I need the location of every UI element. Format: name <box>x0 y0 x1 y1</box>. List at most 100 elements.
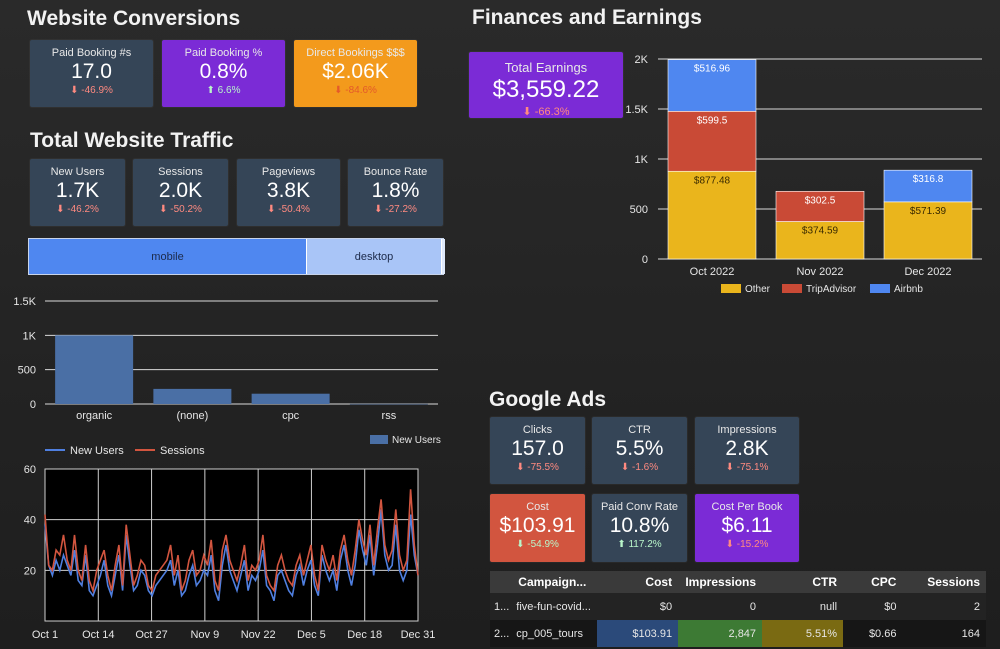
table-row[interactable]: 1... five-fun-covid... $0 0 null $0 2 <box>490 593 986 620</box>
earnings-legend-label: TripAdvisor <box>806 284 857 295</box>
daily-x-tick-label: Dec 5 <box>297 629 326 641</box>
ctr-card[interactable]: CTR 5.5% ⬇ -1.6% <box>592 417 687 484</box>
channel-y-tick-label: 0 <box>30 399 36 411</box>
daily-x-tick-label: Oct 14 <box>82 629 114 641</box>
card-value: 2.0K <box>158 179 203 202</box>
total-earnings-card[interactable]: Total Earnings $3,559.22 ⬇ -66.3% <box>469 52 623 118</box>
card-label: Clicks <box>522 424 553 436</box>
bounce-rate-card[interactable]: Bounce Rate 1.8% ⬇ -27.2% <box>348 159 443 226</box>
device-mobile-label: mobile <box>151 250 184 263</box>
daily-x-tick-label: Dec 31 <box>401 629 436 641</box>
earnings-data-label: $571.39 <box>910 206 947 217</box>
card-label: CTR <box>628 424 651 436</box>
row-index: 2... <box>490 620 513 647</box>
sessions-card[interactable]: Sessions 2.0K ⬇ -50.2% <box>133 159 228 226</box>
card-label: Impressions <box>717 424 777 436</box>
row-cpc: $0.66 <box>843 620 903 647</box>
direct-bookings-card[interactable]: Direct Bookings $$$ $2.06K ⬇ -84.6% <box>294 40 417 107</box>
table-header-impressions[interactable]: Impressions <box>678 571 763 593</box>
card-value: 0.8% <box>199 60 248 83</box>
table-header-cost[interactable]: Cost <box>596 571 679 593</box>
daily-y-tick-label: 60 <box>24 464 36 476</box>
daily-legend-label: Sessions <box>160 445 205 457</box>
earnings-y-tick-label: 1K <box>635 154 649 166</box>
table-header-ctr[interactable]: CTR <box>762 571 844 593</box>
row-cost: $0 <box>596 593 679 620</box>
earnings-data-label: $316.8 <box>913 174 944 185</box>
clicks-card[interactable]: Clicks 157.0 ⬇ -75.5% <box>490 417 585 484</box>
pageviews-card[interactable]: Pageviews 3.8K ⬇ -50.4% <box>237 159 340 226</box>
channel-bar <box>349 403 428 405</box>
device-desktop-segment[interactable]: desktop <box>307 239 441 274</box>
earnings-bar-segment-airbnb <box>667 59 757 112</box>
impressions-card[interactable]: Impressions 2.8K ⬇ -75.1% <box>695 417 799 484</box>
card-value: 10.8% <box>609 514 670 537</box>
row-sessions: 2 <box>902 593 986 620</box>
device-other-segment[interactable] <box>442 239 445 274</box>
row-impressions: 2,847 <box>678 620 763 647</box>
earnings-y-tick-label: 1.5K <box>625 104 648 116</box>
card-label: Sessions <box>158 166 203 178</box>
paid-conv-rate-card[interactable]: Paid Conv Rate 10.8% ⬆ 117.2% <box>592 494 687 562</box>
card-value: $3,559.22 <box>492 76 600 103</box>
row-cost: $103.91 <box>596 620 679 647</box>
row-ctr: 5.51% <box>762 620 844 647</box>
cost-card[interactable]: Cost $103.91 ⬇ -54.9% <box>490 494 585 562</box>
earnings-data-label: $599.5 <box>697 115 728 126</box>
channel-legend-swatch <box>370 435 388 444</box>
earnings-x-tick-label: Oct 2022 <box>690 266 735 278</box>
new-users-card[interactable]: New Users 1.7K ⬇ -46.2% <box>30 159 125 226</box>
channel-x-tick-label: cpc <box>282 410 300 422</box>
channel-bar <box>251 393 330 404</box>
channel-x-tick-label: organic <box>76 410 113 422</box>
device-mobile-segment[interactable]: mobile <box>29 239 306 274</box>
channel-y-tick-label: 1K <box>23 330 37 342</box>
table-row[interactable]: 2... cp_005_tours $103.91 2,847 5.51% $0… <box>490 620 986 647</box>
channel-bar <box>153 388 232 404</box>
card-value: 1.8% <box>371 179 420 202</box>
channel-legend-label: New Users <box>392 435 441 446</box>
card-value: $2.06K <box>322 60 389 83</box>
daily-x-tick-label: Nov 22 <box>241 629 276 641</box>
card-value: $6.11 <box>721 514 773 537</box>
card-label: Paid Booking #s <box>51 47 132 59</box>
earnings-x-tick-label: Dec 2022 <box>904 266 951 278</box>
paid-booking-count-card[interactable]: Paid Booking #s 17.0 ⬇ -46.9% <box>30 40 153 107</box>
daily-line-sessions <box>44 489 419 594</box>
campaign-table: Campaign... Cost Impressions CTR CPC Ses… <box>490 571 986 647</box>
table-header-sessions[interactable]: Sessions <box>902 571 986 593</box>
card-label: Cost <box>526 501 549 513</box>
channel-bar-chart: 0 500 1K 1.5K organic (none) cpc rss New Users <box>13 296 441 446</box>
card-delta: ⬇ -46.9% <box>70 85 113 96</box>
table-header-cpc[interactable]: CPC <box>843 571 903 593</box>
card-delta: ⬇ -54.9% <box>516 539 559 550</box>
card-delta: ⬇ -66.3% <box>522 106 570 118</box>
card-delta: ⬆ 6.6% <box>206 85 241 96</box>
daily-x-tick-label: Nov 9 <box>190 629 219 641</box>
card-value: $103.91 <box>499 514 576 537</box>
card-delta: ⬇ -46.2% <box>56 204 99 215</box>
earnings-data-label: $516.96 <box>694 64 731 75</box>
table-header-campaign[interactable]: Campaign... <box>512 571 597 593</box>
earnings-legend-swatch-tripadvisor <box>782 284 802 293</box>
row-index: 1... <box>490 593 513 620</box>
earnings-bar-segment-tripadvisor <box>775 190 865 222</box>
row-ctr: null <box>762 593 844 620</box>
card-delta: ⬇ -75.5% <box>516 462 559 473</box>
row-campaign: cp_005_tours <box>512 620 597 647</box>
card-value: 5.5% <box>615 437 664 460</box>
channel-x-tick-label: (none) <box>176 410 208 422</box>
earnings-bar-segment-other <box>883 201 973 260</box>
traffic-title: Total Website Traffic <box>30 129 234 152</box>
earnings-legend-label: Other <box>745 284 771 295</box>
earnings-data-label: $877.48 <box>694 175 731 186</box>
finances-title: Finances and Earnings <box>472 6 702 29</box>
row-cpc: $0 <box>843 593 903 620</box>
card-delta: ⬆ 117.2% <box>617 539 662 550</box>
earnings-legend-swatch-airbnb <box>870 284 890 293</box>
cost-per-book-card[interactable]: Cost Per Book $6.11 ⬇ -15.2% <box>695 494 799 562</box>
daily-x-tick-label: Oct 27 <box>135 629 167 641</box>
card-delta: ⬇ -75.1% <box>725 462 769 473</box>
row-campaign: five-fun-covid... <box>512 593 597 620</box>
paid-booking-percent-card[interactable]: Paid Booking % 0.8% ⬆ 6.6% <box>162 40 285 107</box>
